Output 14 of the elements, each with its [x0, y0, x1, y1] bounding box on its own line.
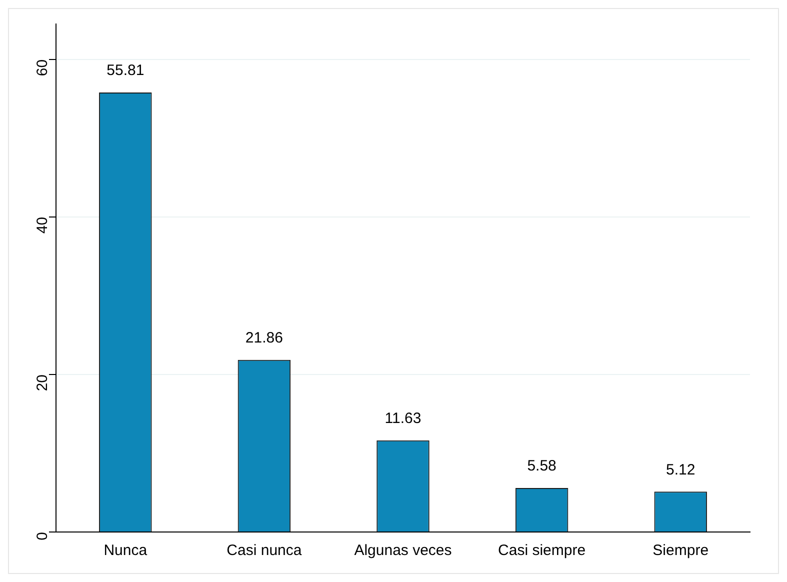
- data-label: 21.86: [245, 329, 283, 346]
- data-label: 11.63: [384, 410, 422, 428]
- data-label: 5.58: [527, 458, 556, 475]
- x-tick-label: Casi siempre: [498, 542, 586, 560]
- x-tick-label: Siempre: [652, 542, 709, 560]
- x-tick-label: Casi nunca: [226, 542, 302, 560]
- x-tick-label: Algunas veces: [354, 542, 452, 560]
- x-tick-label: Nunca: [104, 542, 148, 560]
- data-label: 55.81: [106, 62, 144, 80]
- y-tick-label: 40: [34, 216, 52, 234]
- y-tick-label: 60: [34, 59, 52, 76]
- y-tick-label: 20: [34, 374, 52, 392]
- y-tick-label: 0: [34, 532, 52, 540]
- data-label: 5.12: [666, 461, 696, 478]
